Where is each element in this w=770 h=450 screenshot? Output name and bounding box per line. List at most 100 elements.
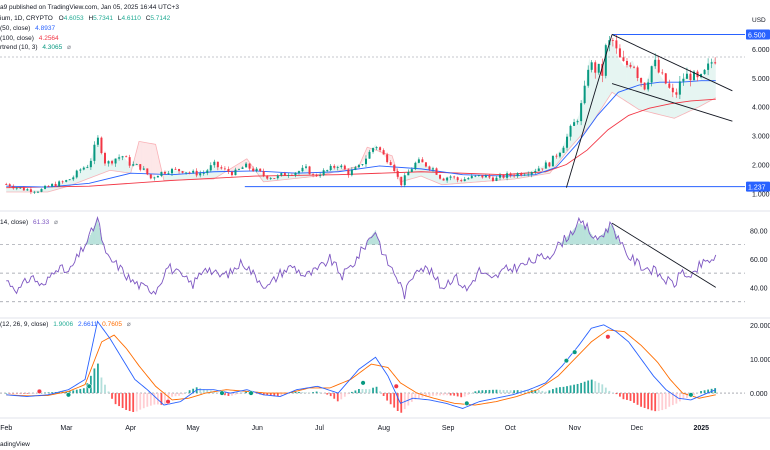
candle-body[interactable] [714,62,717,64]
candle-body[interactable] [625,60,628,65]
candle-body[interactable] [636,67,639,78]
candle-body[interactable] [135,164,138,165]
rsi-trendline[interactable] [611,222,717,288]
candle-body[interactable] [290,175,293,176]
candle-body[interactable] [601,63,604,76]
candle-body[interactable] [604,45,607,76]
candle-body[interactable] [470,175,473,179]
candle-body[interactable] [312,174,315,175]
candle-body[interactable] [139,164,142,170]
macd-legend[interactable]: (12, 26, 9, close) 1.9006 2.6611 0.7605 … [0,321,131,328]
candle-body[interactable] [181,171,184,173]
candle-body[interactable] [230,171,233,176]
ma100-line[interactable] [6,98,716,189]
candle-body[interactable] [566,136,569,148]
candle-body[interactable] [79,169,82,171]
candle-body[interactable] [555,155,558,157]
candle-body[interactable] [234,169,237,176]
candle-body[interactable] [647,82,650,90]
candle-body[interactable] [340,165,343,168]
candle-body[interactable] [590,62,593,70]
candle-body[interactable] [382,150,385,155]
price-axis[interactable]: 6.500 1.237 6.000 5.000 4.000 3.000 2.000 1.000… [0,29,770,419]
candle-body[interactable] [103,153,106,164]
candle-body[interactable] [678,81,681,95]
candle-body[interactable] [12,186,15,189]
candle-body[interactable] [372,148,375,152]
candle-body[interactable] [322,170,325,176]
candle-body[interactable] [474,175,477,177]
candle-body[interactable] [456,177,459,181]
candle-body[interactable] [403,175,406,186]
candle-body[interactable] [333,165,336,168]
candle-body[interactable] [446,177,449,181]
candle-body[interactable] [89,160,92,168]
candle-body[interactable] [209,165,212,171]
candle-body[interactable] [132,164,135,166]
candle-body[interactable] [594,62,597,73]
candle-body[interactable] [121,156,124,158]
candle-body[interactable] [68,179,71,181]
candle-body[interactable] [156,175,159,178]
candle-body[interactable] [163,171,166,174]
candle-body[interactable] [643,82,646,90]
candle-body[interactable] [202,173,205,174]
candle-body[interactable] [301,167,304,172]
candle-body[interactable] [185,172,188,174]
candle-body[interactable] [188,172,191,174]
candle-body[interactable] [654,59,657,67]
candle-body[interactable] [86,167,89,168]
ma50-line[interactable] [6,80,716,188]
candle-body[interactable] [375,147,378,149]
candle-body[interactable] [58,181,61,187]
candle-body[interactable] [26,189,29,191]
candle-body[interactable] [435,168,438,175]
candle-body[interactable] [569,125,572,137]
candle-body[interactable] [530,172,533,175]
candle-body[interactable] [65,180,68,182]
candle-body[interactable] [269,178,272,179]
candle-body[interactable] [170,168,173,174]
candle-body[interactable] [280,173,283,176]
candle-body[interactable] [640,77,643,83]
candle-body[interactable] [146,168,149,175]
candle-body[interactable] [597,63,600,73]
rsi-line[interactable] [6,216,717,300]
candle-body[interactable] [273,178,276,179]
candle-body[interactable] [44,185,47,189]
candle-body[interactable] [47,185,50,187]
candle-body[interactable] [308,166,311,175]
candle-body[interactable] [484,175,487,178]
candle-body[interactable] [513,175,516,177]
candle-body[interactable] [537,168,540,171]
candle-body[interactable] [386,154,389,163]
candle-body[interactable] [336,167,339,168]
candle-body[interactable] [206,170,209,174]
candle-body[interactable] [463,179,466,182]
candle-body[interactable] [93,144,96,161]
candle-body[interactable] [442,178,445,181]
candle-body[interactable] [51,183,54,187]
candle-body[interactable] [22,187,25,191]
candle-body[interactable] [319,175,322,177]
candle-body[interactable] [477,175,480,177]
candle-body[interactable] [700,74,703,78]
candle-body[interactable] [128,157,131,166]
candle-body[interactable] [506,173,509,178]
candle-body[interactable] [248,163,251,169]
macd-eye-icon[interactable]: ⌀ [127,321,131,328]
candle-body[interactable] [350,169,353,176]
candle-body[interactable] [707,63,710,70]
candle-body[interactable] [294,172,297,176]
candle-body[interactable] [417,159,420,163]
candle-body[interactable] [534,170,537,173]
supertrend-legend[interactable]: rtrend (10, 3) 4.3065 ⌀ [0,44,71,51]
candle-body[interactable] [611,40,614,41]
candle-body[interactable] [520,173,523,176]
candle-body[interactable] [439,174,442,179]
price-pane[interactable] [0,33,745,195]
macd-pane[interactable] [0,320,745,413]
candle-body[interactable] [33,191,36,193]
candle-body[interactable] [675,92,678,95]
